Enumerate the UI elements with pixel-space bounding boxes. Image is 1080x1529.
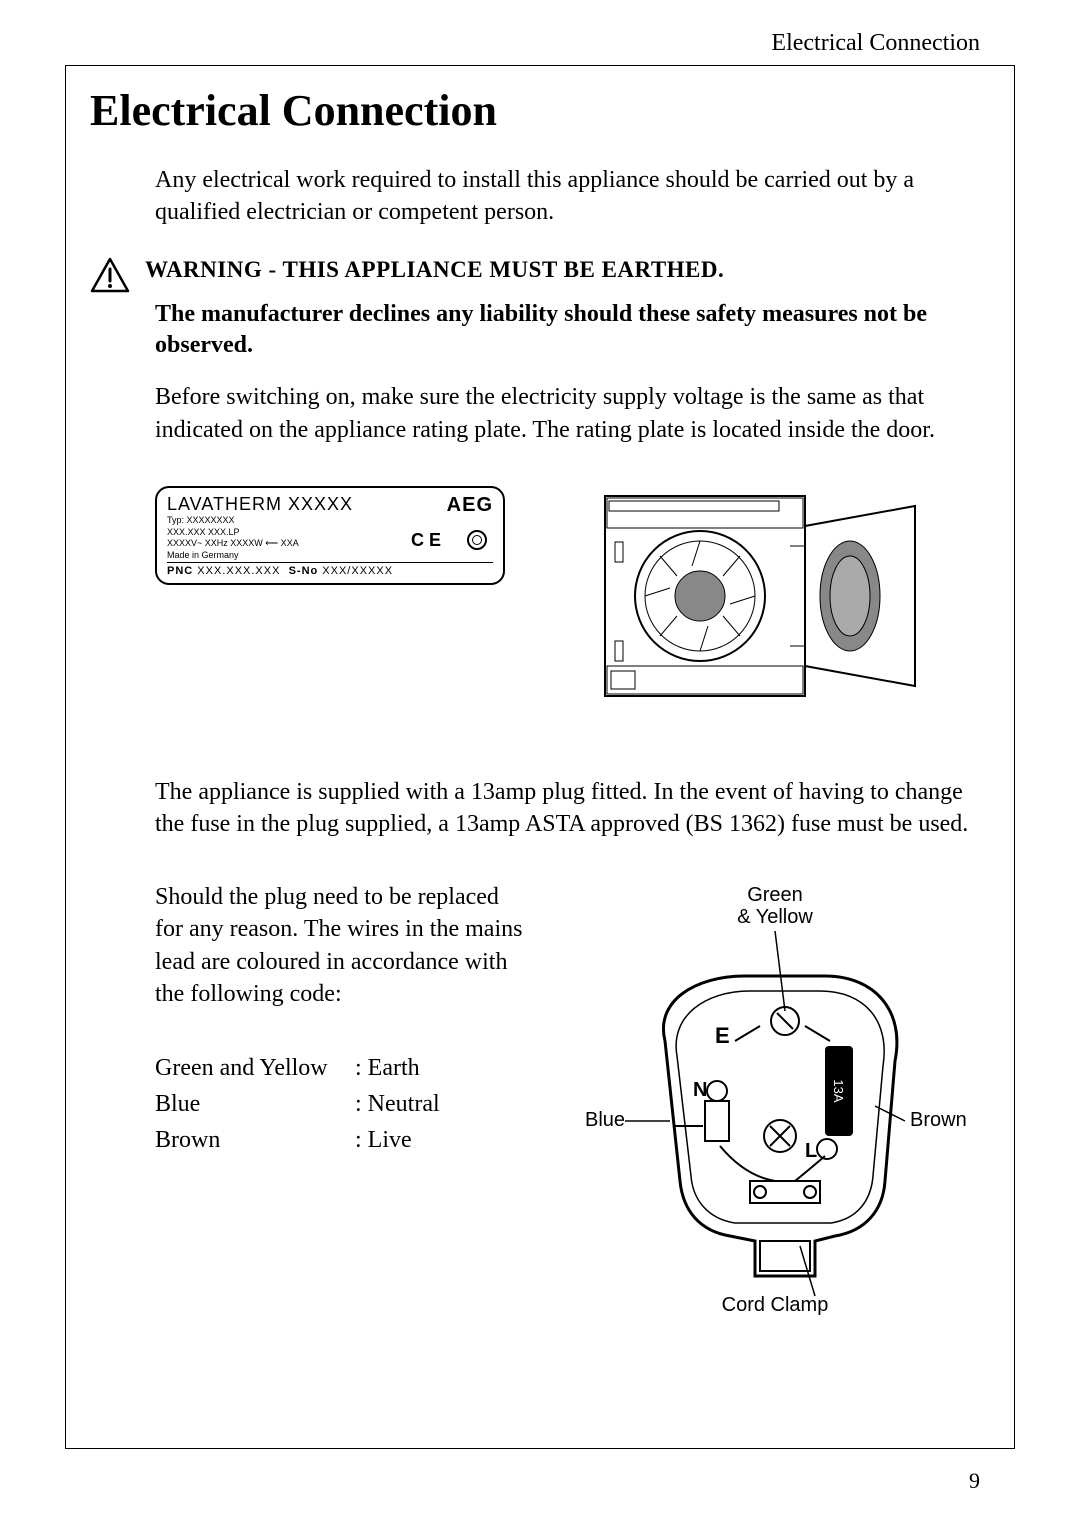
rating-plate-line1: Typ: XXXXXXXX	[167, 515, 493, 527]
header-section-label: Electrical Connection	[771, 30, 980, 57]
intro-paragraph: Any electrical work required to install …	[155, 164, 995, 229]
color-code-table: Green and Yellow : Earth Blue : Neutral …	[155, 1050, 525, 1158]
plug-diagram-container: Green & Yellow Blue Brown Cord Clamp E	[555, 881, 995, 1326]
color-name: Green and Yellow	[155, 1050, 355, 1086]
diagram-row: AEG LAVATHERM XXXXX Typ: XXXXXXXX XXX.XX…	[155, 486, 995, 716]
plug-intro-paragraph: Should the plug need to be replaced for …	[155, 881, 525, 1011]
plug-label-green: Green	[747, 884, 803, 906]
color-role: : Earth	[355, 1050, 420, 1086]
plug-e-label: E	[715, 1023, 730, 1048]
rating-plate-brand: AEG	[447, 494, 493, 517]
table-row: Blue : Neutral	[155, 1086, 525, 1122]
content-area: Electrical Connection Any electrical wor…	[90, 85, 995, 1326]
plug-fuse-label: 13A	[831, 1079, 846, 1102]
plug-diagram: Green & Yellow Blue Brown Cord Clamp E	[555, 881, 995, 1321]
warning-block: WARNING - THIS APPLIANCE MUST BE EARTHED…	[90, 257, 995, 293]
plug-label-brown: Brown	[910, 1109, 967, 1131]
warning-subtitle: The manufacturer declines any liability …	[155, 299, 995, 361]
fuse-paragraph: The appliance is supplied with a 13amp p…	[155, 776, 995, 841]
plug-left-column: Should the plug need to be replaced for …	[155, 881, 525, 1159]
plug-label-yellow: & Yellow	[737, 906, 813, 928]
rating-plate-bottom: PNC XXX.XXX.XXX S-No XXX/XXXXX	[167, 562, 493, 577]
plug-label-blue: Blue	[585, 1109, 625, 1131]
plug-label-cordclamp: Cord Clamp	[722, 1294, 829, 1316]
rating-plate-line2: XXX.XXX XXX.LP	[167, 527, 493, 539]
plug-section: Should the plug need to be replaced for …	[155, 881, 995, 1326]
plug-n-label: N	[693, 1079, 707, 1101]
certification-circle-icon	[467, 530, 487, 550]
table-row: Green and Yellow : Earth	[155, 1050, 525, 1086]
dryer-diagram	[545, 486, 925, 716]
color-name: Brown	[155, 1122, 355, 1158]
page-title: Electrical Connection	[90, 85, 995, 136]
table-row: Brown : Live	[155, 1122, 525, 1158]
color-name: Blue	[155, 1086, 355, 1122]
rating-plate-diagram: AEG LAVATHERM XXXXX Typ: XXXXXXXX XXX.XX…	[155, 486, 505, 585]
color-role: : Live	[355, 1122, 412, 1158]
plug-l-label: L	[805, 1140, 817, 1162]
color-role: : Neutral	[355, 1086, 440, 1122]
ce-mark: C E	[411, 530, 441, 551]
page-number: 9	[969, 1468, 980, 1494]
before-switching-paragraph: Before switching on, make sure the elect…	[155, 381, 995, 446]
warning-title: WARNING - THIS APPLIANCE MUST BE EARTHED…	[145, 257, 724, 283]
rating-plate-title: LAVATHERM XXXXX	[167, 494, 493, 515]
rating-plate-line3: XXXXV~ XXHz XXXXW ⟵ XXA	[167, 538, 493, 550]
rating-plate-line4: Made in Germany	[167, 550, 493, 562]
warning-icon	[90, 257, 145, 293]
